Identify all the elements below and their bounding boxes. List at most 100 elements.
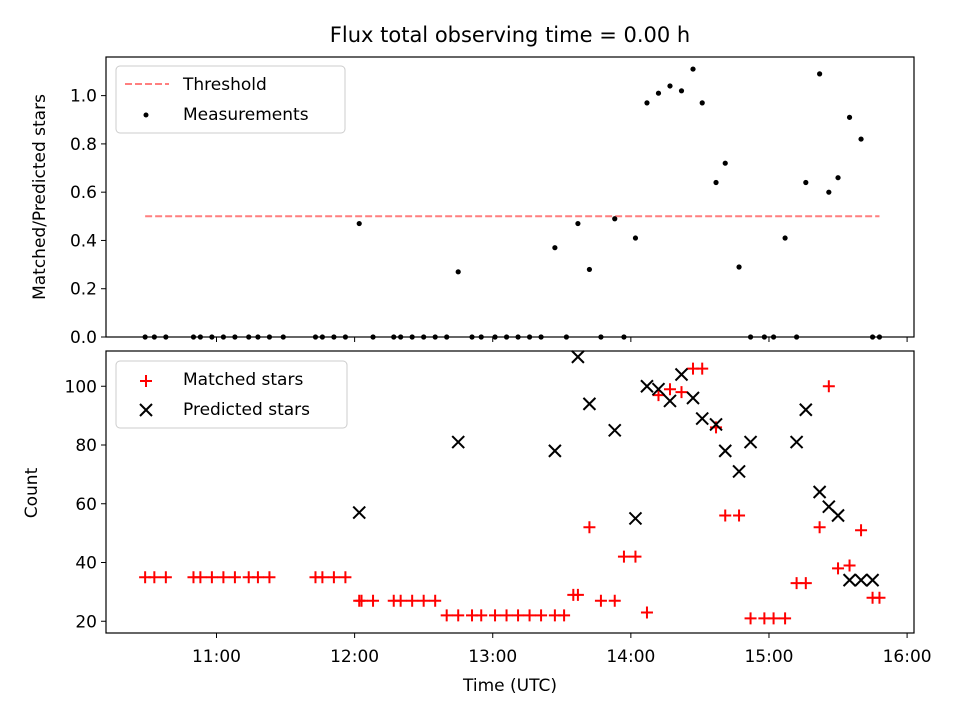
measurement-point	[356, 220, 362, 227]
predicted-point	[854, 573, 868, 587]
threshold-legend-label: Threshold	[182, 75, 267, 95]
matched-point	[663, 383, 676, 396]
bottom-chart: Count Time (UTC) 11:00 12:00 13:00 14:00 15:…	[22, 350, 932, 696]
measurement-point	[858, 136, 864, 142]
matched-legend-swatch	[140, 375, 152, 387]
measurement-point	[713, 179, 719, 186]
matched-point	[159, 571, 172, 584]
y-tick-label: 1.0	[70, 87, 97, 107]
predicted-point	[663, 394, 677, 408]
measurement-point	[690, 66, 696, 72]
matched-point	[733, 509, 746, 522]
bottom-chart-ylabel: Count	[22, 467, 42, 518]
predicted-point	[718, 444, 732, 458]
y-tick-label: 0.8	[70, 135, 97, 155]
matched-point	[640, 606, 653, 619]
matched-point	[406, 594, 419, 607]
matched-point	[571, 588, 584, 601]
matched-point	[843, 559, 856, 572]
measurement-point	[803, 179, 809, 186]
y-tick-label: 100	[65, 377, 97, 397]
predicted-point	[842, 573, 857, 587]
predicted-point	[582, 397, 597, 411]
y-tick-label: 0.6	[70, 183, 97, 203]
matched-point	[489, 609, 502, 622]
measurement-point	[782, 235, 788, 241]
matched-point	[394, 594, 407, 607]
matched-point	[629, 550, 642, 563]
predicted-point	[812, 485, 827, 499]
measurement-point	[644, 100, 650, 106]
matched-point	[832, 562, 845, 575]
y-tick-label: 80	[75, 436, 97, 456]
matched-point	[767, 612, 780, 625]
y-tick-label: 60	[75, 495, 97, 515]
matched-point	[263, 571, 276, 584]
matched-point	[799, 577, 812, 590]
predicted-point	[674, 367, 689, 382]
measurement-point	[455, 269, 461, 275]
measurements-legend-label: Measurements	[183, 105, 309, 125]
top-chart-title: Flux total observing time = 0.00 h	[330, 23, 690, 47]
matched-point	[452, 609, 465, 622]
top-chart-frame	[105, 56, 915, 338]
matched-point	[617, 550, 630, 563]
matched-point	[440, 609, 453, 622]
measurement-point	[826, 189, 832, 195]
predicted-point	[608, 423, 622, 438]
matched-point	[855, 524, 868, 537]
measurement-point	[612, 216, 618, 222]
measurement-point	[835, 175, 841, 181]
matched-point	[696, 362, 709, 375]
measurement-point	[846, 114, 853, 120]
measurement-point	[575, 220, 581, 227]
predicted-point	[628, 511, 643, 526]
top-chart-ylabel: Matched/Predicted stars	[30, 94, 50, 300]
predicted-point	[640, 379, 654, 393]
matched-point	[194, 571, 207, 584]
matched-point	[523, 609, 536, 622]
matched-point	[205, 571, 218, 584]
measurement-point	[667, 83, 673, 89]
matched-point	[367, 594, 380, 607]
matched-point	[339, 571, 352, 584]
predicted-point	[686, 391, 700, 405]
bottom-chart-frame	[105, 350, 915, 634]
measurement-point	[655, 90, 662, 96]
measurement-point	[736, 264, 742, 270]
matched-point	[779, 612, 792, 625]
matched-point	[355, 594, 368, 607]
predicted-point	[695, 411, 709, 426]
matched-point	[217, 571, 230, 584]
x-tick-label: 12:00	[330, 647, 379, 667]
measurement-point	[678, 88, 685, 94]
y-tick-label: 20	[75, 612, 97, 632]
predicted-point	[548, 444, 562, 458]
matched-point	[148, 571, 161, 584]
y-tick-label: 0.4	[70, 231, 97, 251]
x-tick-label: 11:00	[192, 647, 241, 667]
measurement-point	[632, 235, 639, 241]
y-tick-label: 40	[75, 554, 97, 574]
predicted-point	[743, 435, 758, 449]
predicted-point	[789, 435, 804, 449]
predicted-point	[571, 350, 585, 364]
measurement-point	[699, 100, 705, 106]
measurement-point	[722, 160, 728, 166]
matched-point	[594, 594, 607, 607]
bottom-chart-marks	[139, 350, 886, 625]
y-tick-label: 0.0	[70, 328, 97, 348]
matched-point	[652, 389, 665, 402]
y-tick-label: 0.2	[70, 280, 97, 300]
predicted-point	[799, 403, 813, 417]
predicted-point	[865, 573, 880, 587]
matched-point	[535, 609, 548, 622]
measurement-point	[817, 71, 823, 77]
top-chart: Flux total observing time = 0.00 h Match…	[30, 23, 915, 348]
matched-point	[873, 591, 886, 604]
matched-point	[558, 609, 571, 622]
matched-point	[429, 594, 442, 607]
matched-point	[608, 594, 621, 607]
matched-point	[822, 380, 835, 393]
